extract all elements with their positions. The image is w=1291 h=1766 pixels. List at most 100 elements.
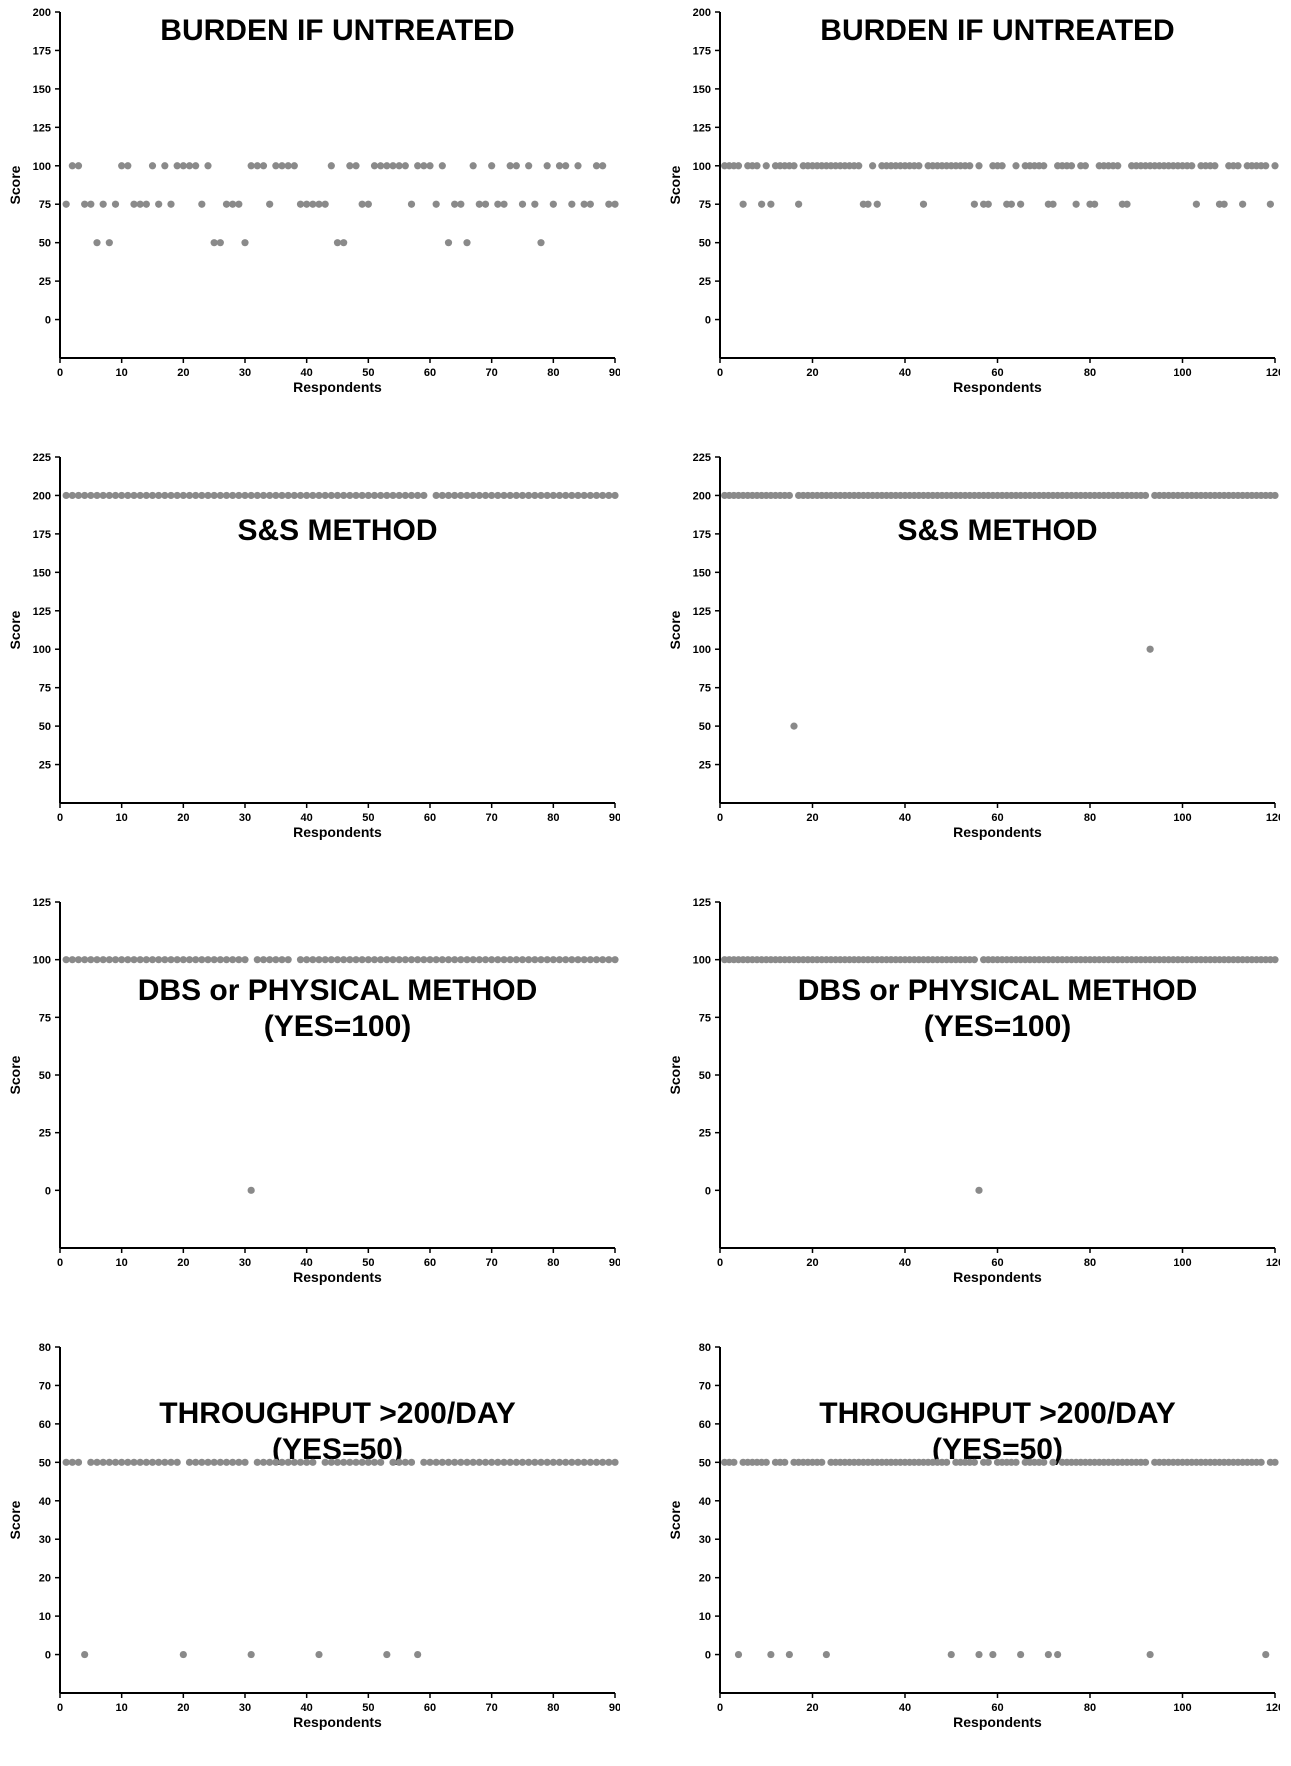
data-point <box>315 491 323 500</box>
y-tick-label: 75 <box>699 199 711 211</box>
data-point <box>383 491 391 500</box>
data-point <box>327 956 335 964</box>
data-point <box>1081 162 1089 170</box>
data-point <box>389 956 397 964</box>
data-point <box>506 491 514 500</box>
data-point <box>463 239 471 247</box>
data-point <box>785 491 793 500</box>
data-point <box>216 956 224 964</box>
data-point <box>352 956 360 964</box>
data-point <box>580 491 588 500</box>
data-point <box>62 1458 70 1466</box>
x-tick-label: 60 <box>424 367 436 379</box>
data-point <box>309 1458 317 1466</box>
data-point <box>592 1458 601 1466</box>
data-point <box>586 1458 594 1466</box>
data-point <box>346 491 354 500</box>
data-point <box>266 1458 274 1466</box>
x-tick-label: 80 <box>1084 1257 1096 1269</box>
data-point <box>414 162 422 170</box>
data-point <box>475 491 483 500</box>
data-point <box>506 162 514 170</box>
y-tick-label: 175 <box>33 529 51 541</box>
x-axis-label: Respondents <box>953 1714 1042 1730</box>
data-point <box>315 1650 323 1659</box>
data-point <box>488 162 496 170</box>
data-point <box>568 1458 576 1466</box>
data-point <box>303 956 311 964</box>
x-tick-label: 40 <box>899 812 911 824</box>
data-point <box>734 162 743 170</box>
x-tick-label: 20 <box>806 1702 818 1714</box>
data-point <box>136 956 144 964</box>
data-point <box>124 162 132 170</box>
data-point <box>1054 1650 1062 1659</box>
y-tick-label: 25 <box>39 1128 51 1140</box>
y-axis-label: Score <box>7 1500 23 1539</box>
x-tick-label: 20 <box>806 367 818 379</box>
x-tick-label: 60 <box>991 1702 1003 1714</box>
data-point <box>235 956 243 964</box>
data-point <box>340 491 348 500</box>
x-tick-label: 30 <box>239 1257 251 1269</box>
data-point <box>142 491 150 500</box>
data-point <box>574 491 582 500</box>
data-point <box>1040 1458 1048 1466</box>
data-point <box>278 162 286 170</box>
data-point <box>512 956 520 964</box>
data-point <box>74 491 83 500</box>
data-point <box>753 162 761 170</box>
data-point <box>444 239 453 247</box>
data-point <box>259 1458 268 1466</box>
data-point <box>414 1650 422 1659</box>
data-point <box>247 1650 255 1659</box>
data-point <box>247 162 255 170</box>
data-point <box>185 162 194 170</box>
data-point <box>1141 1458 1150 1466</box>
chart-panel: 0 10 20 30 40 50 60 70 80 0 10 20 30 40 50 60 70 80 90 Resp… <box>0 1335 620 1735</box>
y-tick-label: 50 <box>699 238 711 250</box>
data-point <box>494 200 502 208</box>
x-tick-label: 60 <box>991 812 1003 824</box>
x-tick-label: 0 <box>57 1702 63 1714</box>
data-point <box>204 1458 212 1466</box>
data-point <box>592 491 601 500</box>
data-point <box>767 1650 775 1659</box>
data-point <box>488 956 496 964</box>
x-tick-label: 10 <box>116 1702 128 1714</box>
data-point <box>481 956 490 964</box>
data-point <box>321 956 329 964</box>
data-point <box>352 491 360 500</box>
data-point <box>1211 162 1219 170</box>
data-point <box>438 491 446 500</box>
data-point <box>161 162 169 170</box>
data-point <box>155 491 163 500</box>
data-point <box>506 956 514 964</box>
data-point <box>1271 1458 1279 1466</box>
x-tick-label: 30 <box>239 367 251 379</box>
x-axis-label: Respondents <box>293 1714 382 1730</box>
data-point <box>173 162 181 170</box>
data-point <box>309 956 317 964</box>
data-point <box>401 956 409 964</box>
data-point <box>229 956 237 964</box>
data-point <box>229 491 237 500</box>
data-point <box>966 162 974 170</box>
data-point <box>352 162 360 170</box>
data-point <box>185 491 194 500</box>
data-point <box>241 491 249 500</box>
data-point <box>333 239 342 247</box>
data-point <box>414 956 422 964</box>
data-point <box>767 200 775 208</box>
data-point <box>1007 200 1015 208</box>
x-tick-label: 120 <box>1266 367 1280 379</box>
data-point <box>488 491 496 500</box>
data-point <box>512 162 520 170</box>
data-point <box>1271 956 1279 964</box>
x-tick-label: 0 <box>57 1257 63 1269</box>
data-point <box>463 491 471 500</box>
data-point <box>62 200 70 208</box>
y-axis-label: Score <box>7 610 23 649</box>
data-point <box>179 491 187 500</box>
y-tick-label: 75 <box>39 199 51 211</box>
